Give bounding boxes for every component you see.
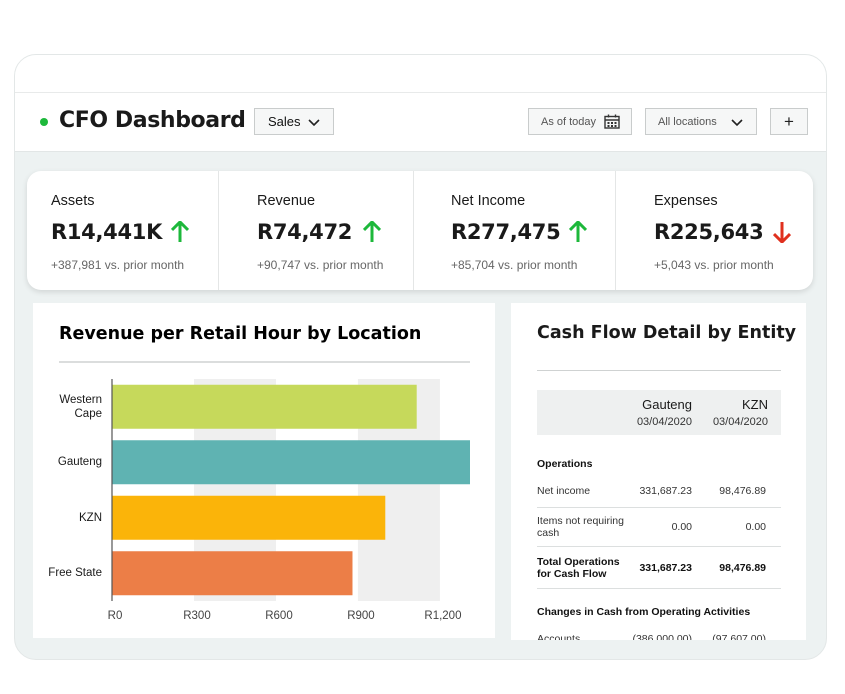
kpi-change: +5,043 vs. prior month bbox=[654, 258, 774, 272]
cell-value: 0.00 bbox=[671, 521, 692, 533]
location-filter-label: All locations bbox=[658, 115, 717, 128]
chart: Revenue per Retail Hour by Location R0 R3… bbox=[59, 324, 470, 622]
kpi-change: +387,981 vs. prior month bbox=[51, 258, 185, 272]
cell-value: 331,687.23 bbox=[639, 561, 692, 574]
view-label: Sales bbox=[268, 114, 301, 129]
row-label: Items not requiring cash bbox=[537, 515, 624, 539]
table-row: Net income 331,687.23 98,476.89 bbox=[537, 475, 781, 508]
column-name: KZN bbox=[742, 397, 768, 412]
bar bbox=[112, 384, 417, 429]
x-tick-label: R600 bbox=[265, 610, 293, 622]
location-filter[interactable]: All locations bbox=[645, 108, 757, 135]
date-filter-label: As of today bbox=[541, 115, 597, 128]
bar bbox=[112, 440, 470, 485]
kpi: Revenue R74,472 +90,747 vs. prior month bbox=[218, 171, 414, 290]
x-tick-label: R1,200 bbox=[424, 610, 461, 622]
cell-value: 98,476.89 bbox=[719, 561, 766, 574]
cell-value: 0.00 bbox=[745, 521, 766, 533]
chart-title: Revenue per Retail Hour by Location bbox=[59, 324, 421, 344]
cell-value: 98,476.89 bbox=[719, 485, 766, 497]
table-title: Cash Flow Detail by Entity bbox=[537, 323, 797, 343]
status-dot bbox=[40, 118, 48, 126]
table-row: Total Operations for Cash Flow 331,687.23… bbox=[537, 547, 781, 589]
category-label: Free State bbox=[48, 567, 102, 580]
top-strip bbox=[15, 55, 826, 93]
kpi-label: Net Income bbox=[451, 193, 526, 209]
row-label: Total Operations for Cash Flow bbox=[537, 555, 620, 580]
bar bbox=[112, 551, 353, 596]
kpi-change: +90,747 vs. prior month bbox=[257, 258, 384, 272]
x-tick-label: R900 bbox=[347, 610, 375, 622]
kpi-value: R277,475 bbox=[451, 220, 561, 244]
table-header: Gauteng 03/04/2020 KZN 03/04/2020 bbox=[537, 390, 781, 435]
calendar-icon bbox=[604, 114, 620, 129]
kpi-arrow bbox=[363, 221, 381, 242]
cell-value: (97,607.00) bbox=[712, 633, 766, 640]
column-name: Gauteng bbox=[642, 397, 692, 412]
cell-value: 331,687.23 bbox=[639, 485, 692, 497]
kpi-label: Revenue bbox=[257, 193, 316, 209]
kpi-value: R74,472 bbox=[257, 220, 353, 244]
table-body: Operations Net income 331,687.23 98,476.89 I… bbox=[537, 453, 781, 640]
kpi-arrow bbox=[773, 222, 791, 243]
view-dropdown[interactable]: Sales bbox=[254, 108, 334, 135]
kpi-value: R225,643 bbox=[654, 220, 764, 244]
dashboard-title: CFO Dashboard bbox=[59, 108, 246, 133]
title-rule bbox=[537, 370, 781, 371]
cell-value: (386,000.00) bbox=[632, 633, 692, 640]
kpi-change: +85,704 vs. prior month bbox=[451, 258, 578, 272]
header: CFO Dashboard Sales As of today All loca… bbox=[15, 93, 826, 152]
category-label: Western Cape bbox=[59, 393, 102, 420]
row-label: Net income bbox=[537, 485, 591, 497]
table-row: Items not requiring cash 0.00 0.00 bbox=[537, 508, 781, 547]
column-date: 03/04/2020 bbox=[712, 416, 768, 428]
kpi-card: Assets R14,441K +387,981 vs. prior month… bbox=[27, 171, 813, 290]
kpi-value: R14,441K bbox=[51, 220, 163, 244]
column-date: 03/04/2020 bbox=[636, 416, 692, 428]
x-tick-label: R300 bbox=[183, 610, 211, 622]
kpi: Assets R14,441K +387,981 vs. prior month bbox=[27, 171, 218, 290]
chevron bbox=[308, 119, 320, 127]
add-button[interactable]: + bbox=[770, 108, 808, 135]
table-panel: Cash Flow Detail by Entity Gauteng 03/04… bbox=[511, 303, 806, 640]
row-label: Accounts bbox=[537, 633, 581, 640]
kpi: Net Income R277,475 +85,704 vs. prior mo… bbox=[413, 171, 616, 290]
table-row: Accounts (386,000.00) (97,607.00) bbox=[537, 623, 781, 640]
date-filter[interactable]: As of today bbox=[528, 108, 632, 135]
kpi-arrow bbox=[171, 221, 189, 242]
kpi-label: Expenses bbox=[654, 193, 718, 209]
x-tick-label: R0 bbox=[108, 610, 123, 622]
section-title: Operations bbox=[537, 458, 593, 470]
chevron bbox=[731, 119, 743, 127]
bar bbox=[112, 495, 386, 540]
section-title: Changes in Cash from Operating Activitie… bbox=[537, 606, 751, 618]
kpi-label: Assets bbox=[51, 193, 95, 209]
category-label: Gauteng bbox=[57, 456, 102, 469]
kpi: Expenses R225,643 +5,043 vs. prior month bbox=[615, 171, 814, 290]
chart-panel: Revenue per Retail Hour by Location R0 R3… bbox=[33, 303, 495, 638]
kpi-arrow bbox=[569, 221, 587, 242]
add-button-label: + bbox=[784, 111, 794, 131]
category-label: KZN bbox=[79, 511, 102, 524]
